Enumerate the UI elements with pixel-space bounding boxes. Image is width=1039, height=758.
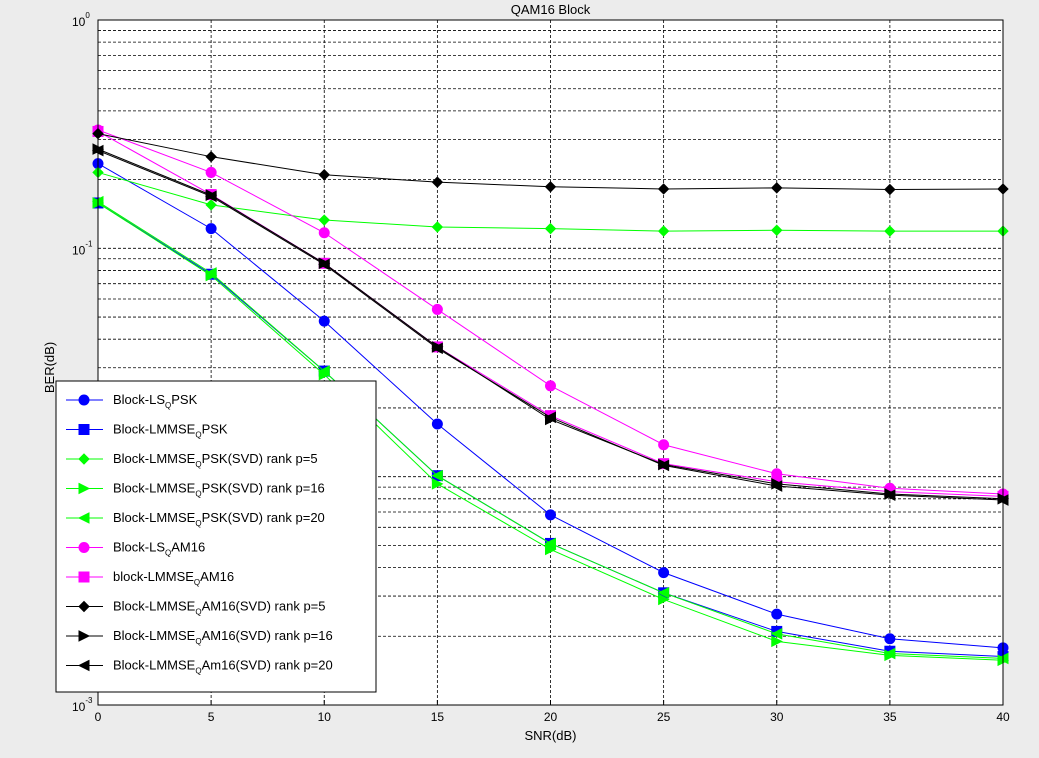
legend-box (55, 380, 377, 693)
series-10 (91, 144, 1009, 506)
data-point (884, 225, 896, 237)
data-point (318, 169, 330, 181)
series-8 (92, 127, 1009, 196)
data-point (544, 181, 557, 193)
data-point (205, 267, 217, 279)
legend-entry: Block-LMMSEQPSK (66, 422, 228, 440)
legend-entry: Block-LMMSEQAM16(SVD) rank p=5 (66, 599, 326, 617)
x-tick-label: 10 (318, 710, 332, 724)
data-point (657, 225, 670, 237)
legend-entry: Block-LSQPSK (66, 392, 198, 410)
data-point (431, 478, 444, 490)
data-point (544, 411, 556, 424)
data-point (318, 258, 330, 271)
legend-entry: Block-LSQAM16 (66, 540, 205, 558)
x-tick-label: 15 (431, 710, 445, 724)
data-point (205, 190, 217, 203)
x-tick-label: 25 (657, 710, 671, 724)
data-point (318, 227, 330, 239)
data-point (771, 635, 783, 648)
legend-label: Block-LMMSEQPSK(SVD) rank p=16 (113, 481, 325, 499)
data-point (431, 303, 443, 315)
legend-label: Block-LMMSEQPSK (113, 422, 228, 440)
legend-label: Block-LMMSEQPSK(SVD) rank p=5 (113, 451, 318, 469)
data-point (205, 150, 217, 163)
legend-label: Block-LMMSEQAM16(SVD) rank p=5 (113, 599, 326, 617)
x-tick-label: 20 (544, 710, 558, 724)
legend-marker (77, 512, 90, 524)
data-point (770, 628, 783, 640)
data-point (318, 214, 330, 226)
data-point (884, 183, 896, 196)
data-point (431, 221, 444, 233)
x-tick-label: 40 (996, 710, 1010, 724)
data-point (883, 489, 896, 501)
data-point (771, 224, 783, 236)
legend-marker (78, 571, 90, 583)
x-tick-label: 5 (208, 710, 215, 724)
data-point (205, 199, 217, 211)
data-point (883, 647, 896, 660)
x-tick-label: 35 (883, 710, 897, 724)
legend-entry: block-LMMSEQAM16 (66, 569, 234, 587)
data-point (657, 183, 670, 195)
data-point (545, 380, 556, 392)
legend-label: Block-LMMSEQPSK(SVD) rank p=20 (113, 510, 325, 528)
series-1 (92, 158, 1009, 654)
data-point (431, 342, 443, 355)
legend-label: Block-LMMSEQAM16(SVD) rank p=16 (113, 628, 333, 646)
legend-label: Block-LSQPSK (113, 392, 198, 410)
chart-title: QAM16 Block (511, 2, 591, 17)
legend-entry: Block-LMMSEQAM16(SVD) rank p=16 (66, 628, 333, 646)
data-point (431, 469, 443, 482)
data-point (658, 567, 670, 579)
data-point (545, 509, 556, 521)
legend-label: block-LMMSEQAM16 (113, 569, 234, 587)
data-point (318, 315, 330, 327)
legend: Block-LSQPSK Block-LMMSEQPSK Block-LMMSEQP… (55, 380, 377, 693)
legend-entry: Block-LMMSEQPSK(SVD) rank p=5 (66, 451, 318, 469)
legend-marker (78, 394, 90, 406)
legend-label: Block-LMMSEQAm16(SVD) rank p=20 (113, 658, 333, 676)
data-point (205, 166, 217, 178)
legend-marker (78, 453, 90, 465)
legend-marker (78, 542, 90, 553)
series-3 (92, 166, 1009, 237)
data-point (544, 222, 557, 235)
data-point (545, 543, 557, 556)
x-axis-label: SNR(dB) (524, 728, 576, 743)
data-point (657, 586, 670, 599)
legend-entry: Block-LMMSEQPSK(SVD) rank p=20 (66, 510, 325, 528)
data-point (431, 418, 443, 430)
data-point (658, 593, 670, 606)
data-point (544, 537, 556, 550)
series-5 (91, 195, 1009, 665)
legend-label: Block-LSQAM16 (113, 540, 205, 558)
data-point (431, 176, 444, 188)
data-point (318, 365, 330, 377)
legend-marker (78, 600, 90, 613)
x-tick-label: 30 (770, 710, 784, 724)
data-point (884, 633, 896, 645)
legend-marker (78, 482, 91, 495)
legend-marker (78, 630, 91, 642)
legend-marker (77, 659, 90, 672)
data-point (658, 439, 670, 451)
data-point (657, 459, 670, 472)
data-point (205, 223, 217, 235)
legend-entry: Block-LMMSEQPSK(SVD) rank p=16 (66, 481, 325, 499)
data-point (771, 608, 783, 620)
data-point (770, 480, 783, 492)
y-axis-label: BER(dB) (42, 342, 57, 393)
data-point (771, 182, 783, 194)
x-tick-label: 0 (95, 710, 102, 724)
legend-marker (78, 424, 90, 435)
legend-entry: Block-LMMSEQAm16(SVD) rank p=20 (66, 658, 333, 676)
